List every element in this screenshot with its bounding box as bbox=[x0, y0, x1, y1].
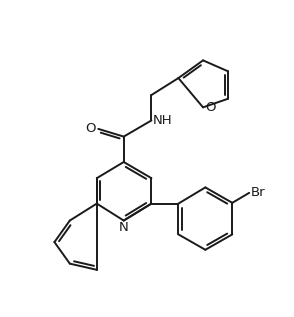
Text: Br: Br bbox=[251, 186, 265, 199]
Text: O: O bbox=[205, 101, 216, 114]
Text: O: O bbox=[86, 122, 96, 135]
Text: N: N bbox=[119, 221, 128, 234]
Text: NH: NH bbox=[153, 114, 173, 127]
